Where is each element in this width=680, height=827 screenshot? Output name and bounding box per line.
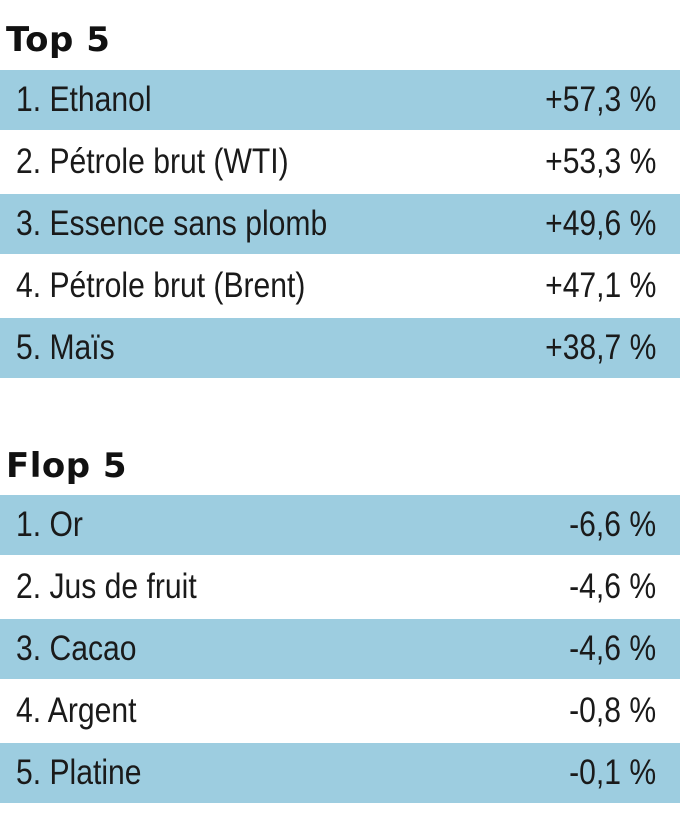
- row-value: +53,3 %: [544, 142, 656, 181]
- table-row: 1. Or -6,6 %: [0, 495, 680, 555]
- flop-5-table: 1. Or -6,6 % 2. Jus de fruit -4,6 % 3. Cacao…: [0, 495, 680, 805]
- row-value: -4,6 %: [569, 567, 656, 606]
- table-row: 2. Pétrole brut (WTI) +53,3 %: [0, 132, 680, 192]
- row-label: 1. Or: [16, 505, 83, 544]
- table-row: 5. Platine -0,1 %: [0, 743, 680, 803]
- table-row: 2. Jus de fruit -4,6 %: [0, 557, 680, 617]
- table-row: 3. Cacao -4,6 %: [0, 619, 680, 679]
- row-value: +49,6 %: [544, 204, 656, 243]
- row-value: +47,1 %: [544, 266, 656, 305]
- row-label: 1. Ethanol: [16, 80, 152, 119]
- top-5-title: Top 5: [6, 20, 111, 60]
- row-label: 4. Pétrole brut (Brent): [16, 266, 306, 305]
- row-value: +57,3 %: [544, 80, 656, 119]
- row-value: -0,1 %: [569, 753, 656, 792]
- row-value: -0,8 %: [569, 691, 656, 730]
- row-value: -6,6 %: [569, 505, 656, 544]
- row-label: 3. Cacao: [16, 629, 137, 668]
- row-label: 2. Pétrole brut (WTI): [16, 142, 289, 181]
- row-label: 5. Maïs: [16, 328, 115, 367]
- table-row: 4. Pétrole brut (Brent) +47,1 %: [0, 256, 680, 316]
- top-5-table: 1. Ethanol +57,3 % 2. Pétrole brut (WTI) +5…: [0, 70, 680, 380]
- table-row: 5. Maïs +38,7 %: [0, 318, 680, 378]
- row-label: 5. Platine: [16, 753, 142, 792]
- row-label: 2. Jus de fruit: [16, 567, 197, 606]
- table-row: 3. Essence sans plomb +49,6 %: [0, 194, 680, 254]
- row-value: -4,6 %: [569, 629, 656, 668]
- table-row: 1. Ethanol +57,3 %: [0, 70, 680, 130]
- row-label: 4. Argent: [16, 691, 137, 730]
- row-value: +38,7 %: [544, 328, 656, 367]
- table-row: 4. Argent -0,8 %: [0, 681, 680, 741]
- row-label: 3. Essence sans plomb: [16, 204, 328, 243]
- flop-5-title: Flop 5: [6, 446, 128, 486]
